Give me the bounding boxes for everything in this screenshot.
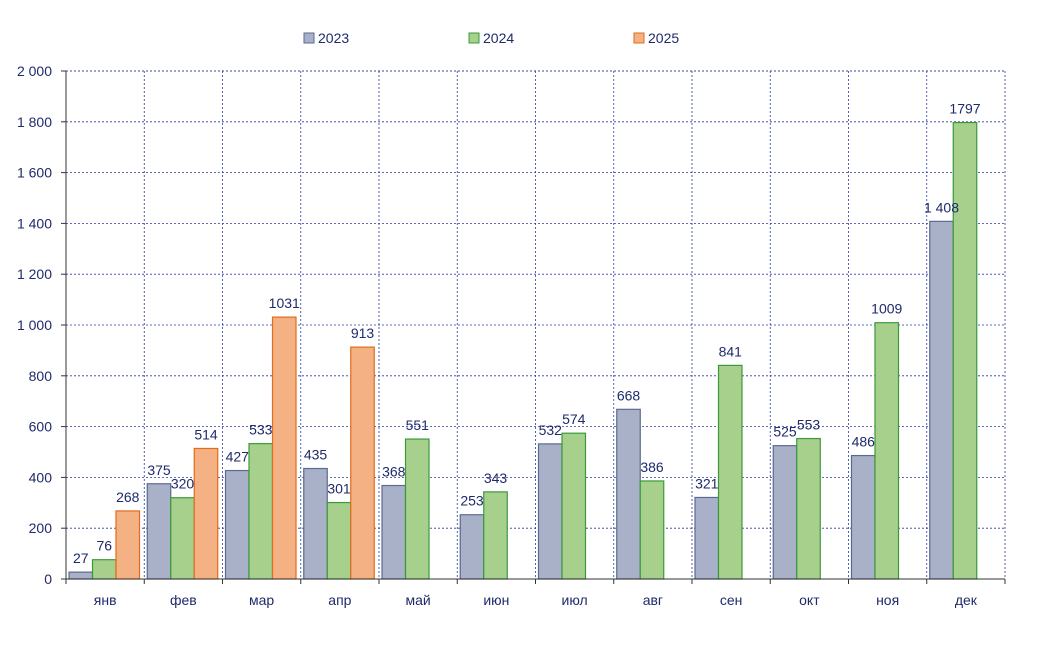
x-tick-label: окт — [799, 592, 820, 608]
bar-2024 — [796, 437, 821, 580]
legend-swatch-2024 — [468, 32, 480, 44]
bar-2024 — [326, 501, 352, 580]
data-label: 486 — [852, 434, 876, 450]
bar-2024 — [561, 432, 587, 580]
y-tick-label: 1 400 — [17, 215, 52, 231]
data-label: 375 — [147, 462, 171, 478]
y-tick-label: 1 600 — [17, 165, 52, 181]
y-tick-label: 1 800 — [17, 114, 52, 130]
bar-2023 — [850, 454, 876, 580]
bar-2023 — [772, 445, 798, 580]
bar-2023 — [146, 483, 172, 580]
x-tick-label: фев — [170, 592, 197, 608]
legend-label-2025: 2025 — [648, 30, 679, 46]
bar-2025 — [350, 346, 375, 580]
data-label: 301 — [327, 481, 351, 497]
x-tick-label: мар — [249, 592, 274, 608]
bar-2025 — [193, 447, 219, 580]
data-label: 368 — [382, 464, 406, 480]
y-tick-label: 2 000 — [17, 63, 52, 79]
data-label: 1797 — [949, 101, 980, 117]
bar-2023 — [381, 484, 407, 580]
legend-swatch-2025 — [633, 32, 645, 44]
bar-2023 — [68, 571, 94, 580]
y-tick-label: 1 200 — [17, 266, 52, 282]
bar-2023 — [537, 443, 563, 580]
x-tick-label: апр — [328, 592, 351, 608]
bar-2024 — [91, 559, 117, 580]
data-label: 1031 — [269, 295, 300, 311]
data-labels: 27 375 427 435 368 253 532 668 321 525 486 1 408 76 3… — [73, 101, 981, 567]
bar-2024 — [639, 480, 665, 580]
bar-2023 — [694, 496, 720, 580]
bar-2024 — [717, 364, 743, 580]
y-tick-label: 0 — [44, 571, 52, 587]
bar-2024 — [404, 438, 430, 580]
data-label: 525 — [773, 424, 797, 440]
x-tick-label: ноя — [876, 592, 899, 608]
x-tick-label: авг — [643, 592, 663, 608]
y-tick-label: 600 — [29, 419, 53, 435]
bar-2024 — [170, 497, 195, 580]
bar-2025 — [271, 316, 297, 580]
bar-2025 — [115, 510, 141, 580]
bar-2023 — [616, 408, 641, 580]
x-tick-label: янв — [94, 592, 117, 608]
data-label: 553 — [797, 417, 821, 433]
bar-2023 — [459, 514, 485, 580]
x-tick-label: июн — [483, 592, 509, 608]
data-label: 268 — [116, 489, 140, 505]
bar-2023 — [303, 467, 328, 580]
legend-label-2024: 2024 — [483, 30, 514, 46]
data-label: 1 408 — [924, 199, 959, 215]
data-label: 253 — [460, 493, 484, 509]
data-label: 343 — [484, 470, 508, 486]
y-tick-label: 1 000 — [17, 317, 52, 333]
x-tick-label: дек — [955, 592, 978, 608]
data-label: 913 — [351, 325, 375, 341]
bar-2024 — [874, 322, 900, 580]
x-tick-label: май — [406, 592, 431, 608]
x-tick-label: сен — [720, 592, 743, 608]
y-tick-label: 200 — [29, 520, 53, 536]
y-tick-label: 400 — [29, 469, 53, 485]
bar-2023 — [929, 220, 954, 580]
bar-2024 — [952, 121, 978, 580]
data-label: 533 — [249, 422, 273, 438]
bar-2024 — [248, 443, 274, 580]
data-label: 321 — [695, 475, 719, 491]
data-label: 551 — [406, 417, 430, 433]
bar-2023 — [224, 469, 250, 580]
data-label: 427 — [226, 449, 250, 465]
bar-2024 — [483, 491, 508, 580]
data-label: 386 — [640, 459, 664, 475]
data-label: 1009 — [871, 301, 902, 317]
data-label: 574 — [562, 411, 586, 427]
legend-label-2023: 2023 — [318, 30, 349, 46]
bars — [68, 121, 978, 580]
grid — [66, 70, 1006, 579]
data-label: 532 — [539, 422, 563, 438]
data-label: 668 — [617, 387, 641, 403]
legend: 2023 2024 2025 — [303, 30, 679, 46]
axes: 0 200 400 600 800 1 000 1 200 1 400 1 600 1 800 2 … — [17, 63, 1006, 608]
data-label: 27 — [73, 550, 89, 566]
y-tick-label: 800 — [29, 368, 53, 384]
data-label: 320 — [171, 476, 195, 492]
data-label: 435 — [304, 447, 328, 463]
data-label: 76 — [96, 538, 112, 554]
data-label: 841 — [719, 343, 743, 359]
x-tick-label: июл — [562, 592, 588, 608]
legend-swatch-2023 — [303, 32, 315, 44]
data-label: 514 — [194, 426, 218, 442]
